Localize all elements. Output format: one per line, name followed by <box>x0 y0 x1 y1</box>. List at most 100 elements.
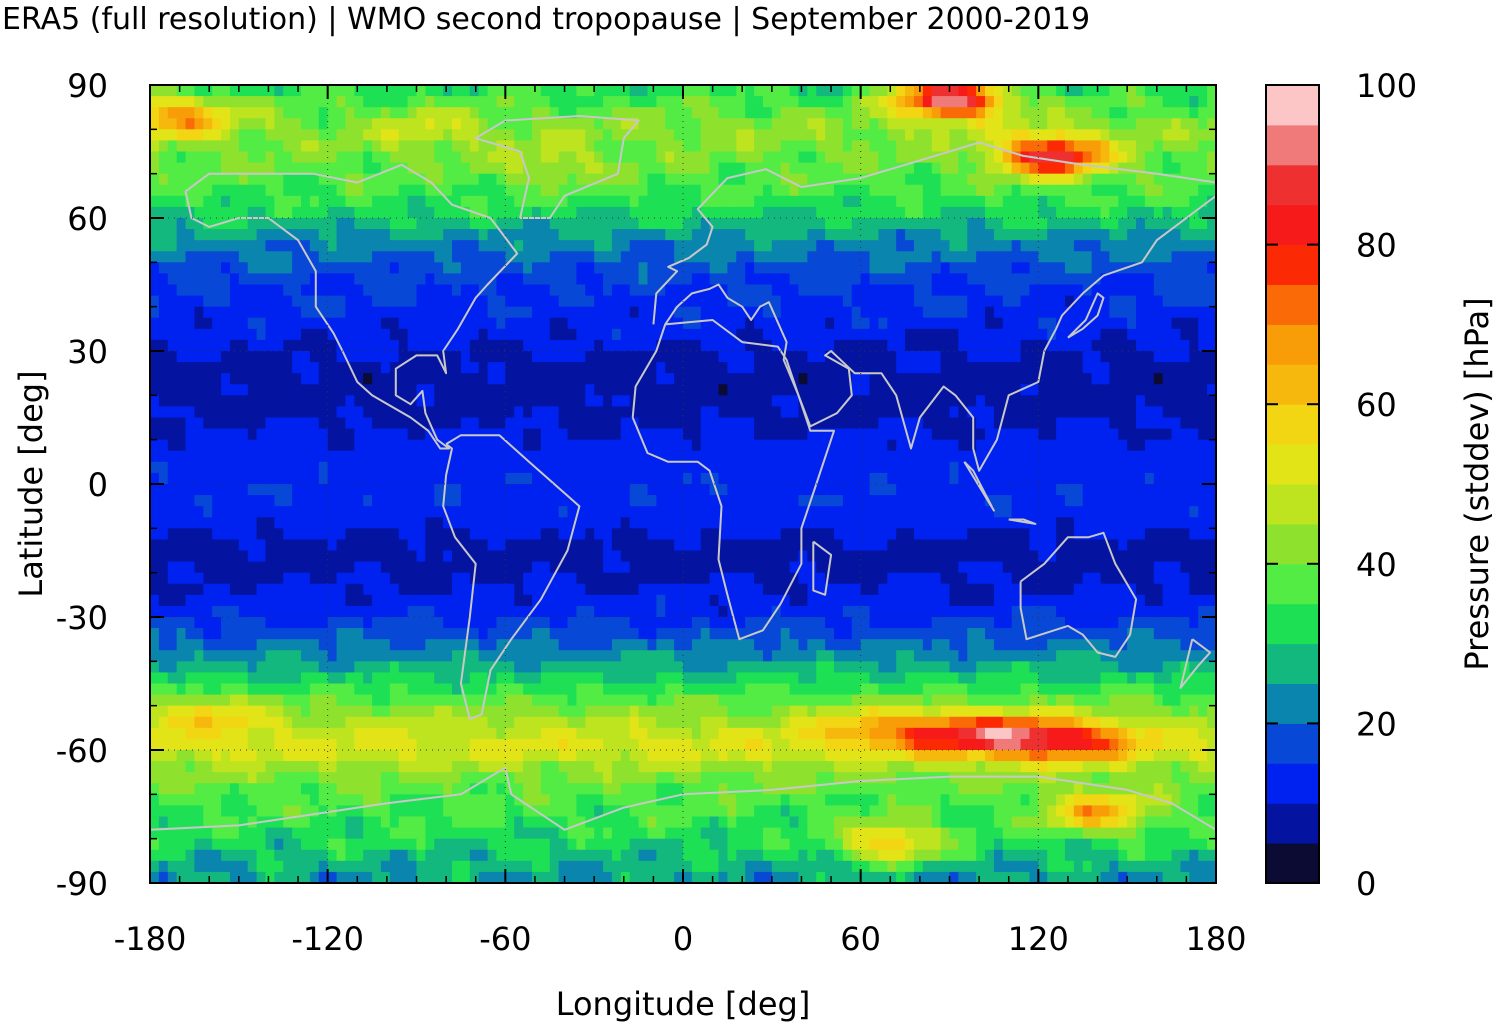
heatmap-cell <box>798 295 808 308</box>
heatmap-cell <box>558 373 569 385</box>
heatmap-cell <box>771 539 782 552</box>
heatmap-cell <box>265 351 275 363</box>
heatmap-cell <box>585 339 595 352</box>
heatmap-cell <box>1100 317 1110 330</box>
heatmap-cell <box>185 328 196 341</box>
heatmap-cell <box>221 317 231 330</box>
heatmap-cell <box>567 450 577 463</box>
heatmap-cell <box>150 395 160 408</box>
heatmap-cell <box>1109 428 1119 441</box>
heatmap-cell <box>1082 439 1093 452</box>
heatmap-cell <box>256 129 267 142</box>
heatmap-cell <box>221 539 231 552</box>
heatmap-cell <box>460 118 471 130</box>
heatmap-cell <box>1171 284 1182 297</box>
heatmap-cell <box>363 206 373 219</box>
heatmap-cell <box>167 384 178 396</box>
heatmap-cell <box>647 206 657 219</box>
heatmap-cell <box>247 472 258 485</box>
heatmap-cell <box>1082 406 1093 419</box>
heatmap-cell <box>469 384 480 396</box>
heatmap-cell <box>745 328 755 341</box>
heatmap-cell <box>487 140 498 153</box>
heatmap-cell <box>940 273 951 286</box>
heatmap-cell <box>913 328 924 341</box>
heatmap-cell <box>478 395 489 408</box>
heatmap-cell <box>469 472 480 485</box>
heatmap-cell <box>1100 495 1110 507</box>
heatmap-cell <box>727 151 737 164</box>
heatmap-cell <box>736 539 746 552</box>
heatmap-cell <box>301 428 311 441</box>
heatmap-cell <box>834 317 844 330</box>
heatmap-cell <box>922 306 933 319</box>
heatmap-cell <box>363 395 373 408</box>
heatmap-cell <box>913 395 924 408</box>
heatmap-cell <box>1118 151 1128 164</box>
heatmap-cell <box>158 328 169 341</box>
heatmap-cell <box>940 173 951 186</box>
heatmap-cell <box>931 195 942 208</box>
heatmap-cell <box>256 339 267 352</box>
heatmap-cell <box>398 373 409 385</box>
heatmap-cell <box>816 472 826 485</box>
heatmap-cell <box>1064 173 1075 186</box>
heatmap-cell <box>585 251 595 263</box>
heatmap-cell <box>887 362 897 374</box>
heatmap-cell <box>816 317 826 330</box>
heatmap-cell <box>505 384 515 396</box>
heatmap-cell <box>176 96 187 108</box>
heatmap-cell <box>185 362 196 374</box>
heatmap-cell <box>603 373 613 385</box>
heatmap-cell <box>869 495 880 507</box>
heatmap-cell <box>780 428 791 441</box>
heatmap-cell <box>629 339 640 352</box>
heatmap-cell <box>1180 339 1190 352</box>
heatmap-cell <box>292 140 302 153</box>
heatmap-cell <box>389 129 400 142</box>
heatmap-cell <box>922 450 933 463</box>
heatmap-cell <box>816 517 826 529</box>
heatmap-cell <box>283 251 293 263</box>
heatmap-cell <box>549 517 560 529</box>
heatmap-cell <box>922 129 933 142</box>
heatmap-cell <box>887 129 897 142</box>
heatmap-cell <box>736 417 746 430</box>
heatmap-cell <box>158 195 169 208</box>
heatmap-cell <box>301 273 311 286</box>
heatmap-cell <box>1091 151 1102 164</box>
heatmap-cell <box>567 295 577 308</box>
heatmap-cell <box>167 262 178 275</box>
heatmap-cell <box>327 229 338 241</box>
heatmap-cell <box>620 317 631 330</box>
heatmap-cell <box>1091 206 1102 219</box>
heatmap-cell <box>247 184 258 197</box>
heatmap-cell <box>540 240 551 252</box>
heatmap-cell <box>1189 362 1199 374</box>
heatmap-cell <box>1100 173 1110 186</box>
heatmap-cell <box>762 195 773 208</box>
heatmap-cell <box>469 218 480 230</box>
heatmap-cell <box>1198 295 1208 308</box>
heatmap-cell <box>842 428 853 441</box>
heatmap-cell <box>398 384 409 396</box>
heatmap-cell <box>1109 362 1119 374</box>
heatmap-cell <box>771 306 782 319</box>
heatmap-cell <box>194 218 204 230</box>
heatmap-cell <box>887 373 897 385</box>
heatmap-cell <box>878 417 888 430</box>
heatmap-cell <box>931 428 942 441</box>
heatmap-cell <box>985 96 995 108</box>
heatmap-cell <box>869 406 880 419</box>
heatmap-cell <box>869 229 880 241</box>
heatmap-cell <box>363 517 373 529</box>
heatmap-cell <box>460 373 471 385</box>
heatmap-cell <box>150 328 160 341</box>
heatmap-cell <box>611 173 622 186</box>
heatmap-cell <box>922 351 933 363</box>
heatmap-cell <box>1171 262 1182 275</box>
heatmap-cell <box>567 240 577 252</box>
heatmap-cell <box>958 240 968 252</box>
heatmap-cell <box>611 528 622 541</box>
heatmap-cell <box>656 362 666 374</box>
